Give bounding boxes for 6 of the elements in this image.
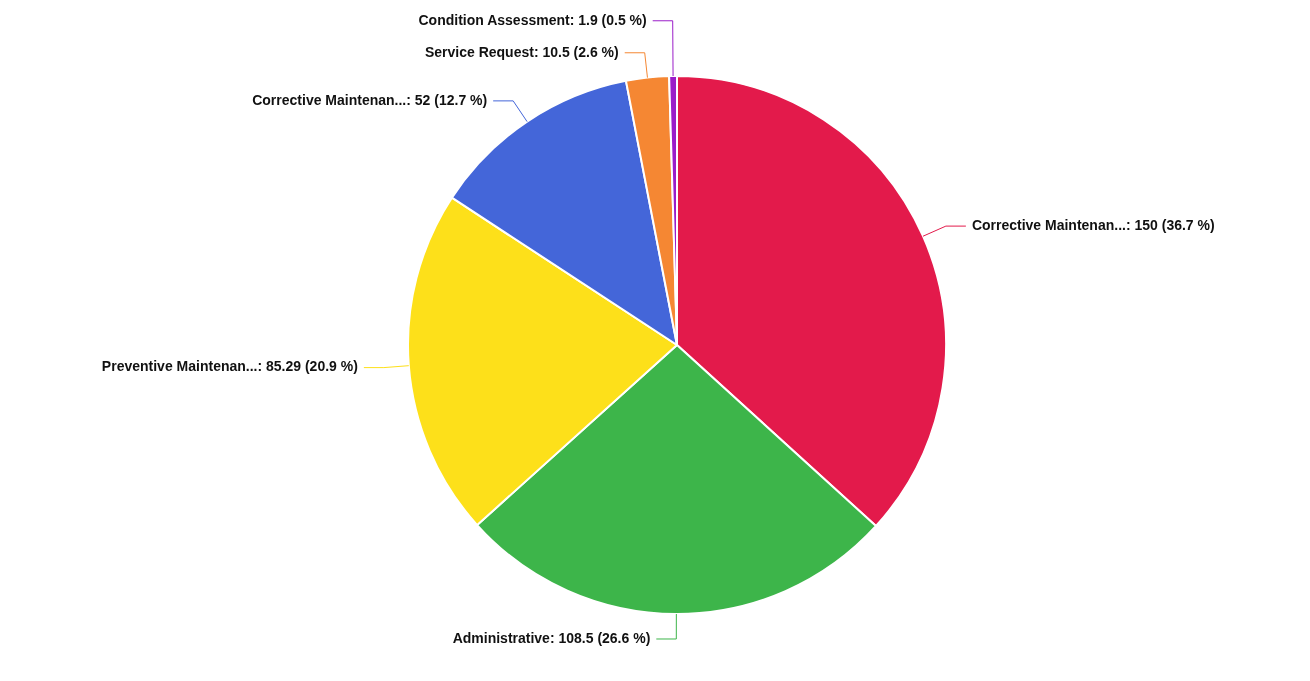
slice-label: Preventive Maintenan...: 85.29 (20.9 %) [101,358,358,375]
slice-label: Corrective Maintenan...: 52 (12.7 %) [252,91,488,108]
slice-label: Corrective Maintenan...: 150 (36.7 %) [971,216,1215,233]
slice-label: Service Request: 10.5 (2.6 %) [424,43,619,60]
slice-label: Administrative: 108.5 (26.6 %) [452,629,651,646]
slice-label: Condition Assessment: 1.9 (0.5 %) [418,11,647,28]
